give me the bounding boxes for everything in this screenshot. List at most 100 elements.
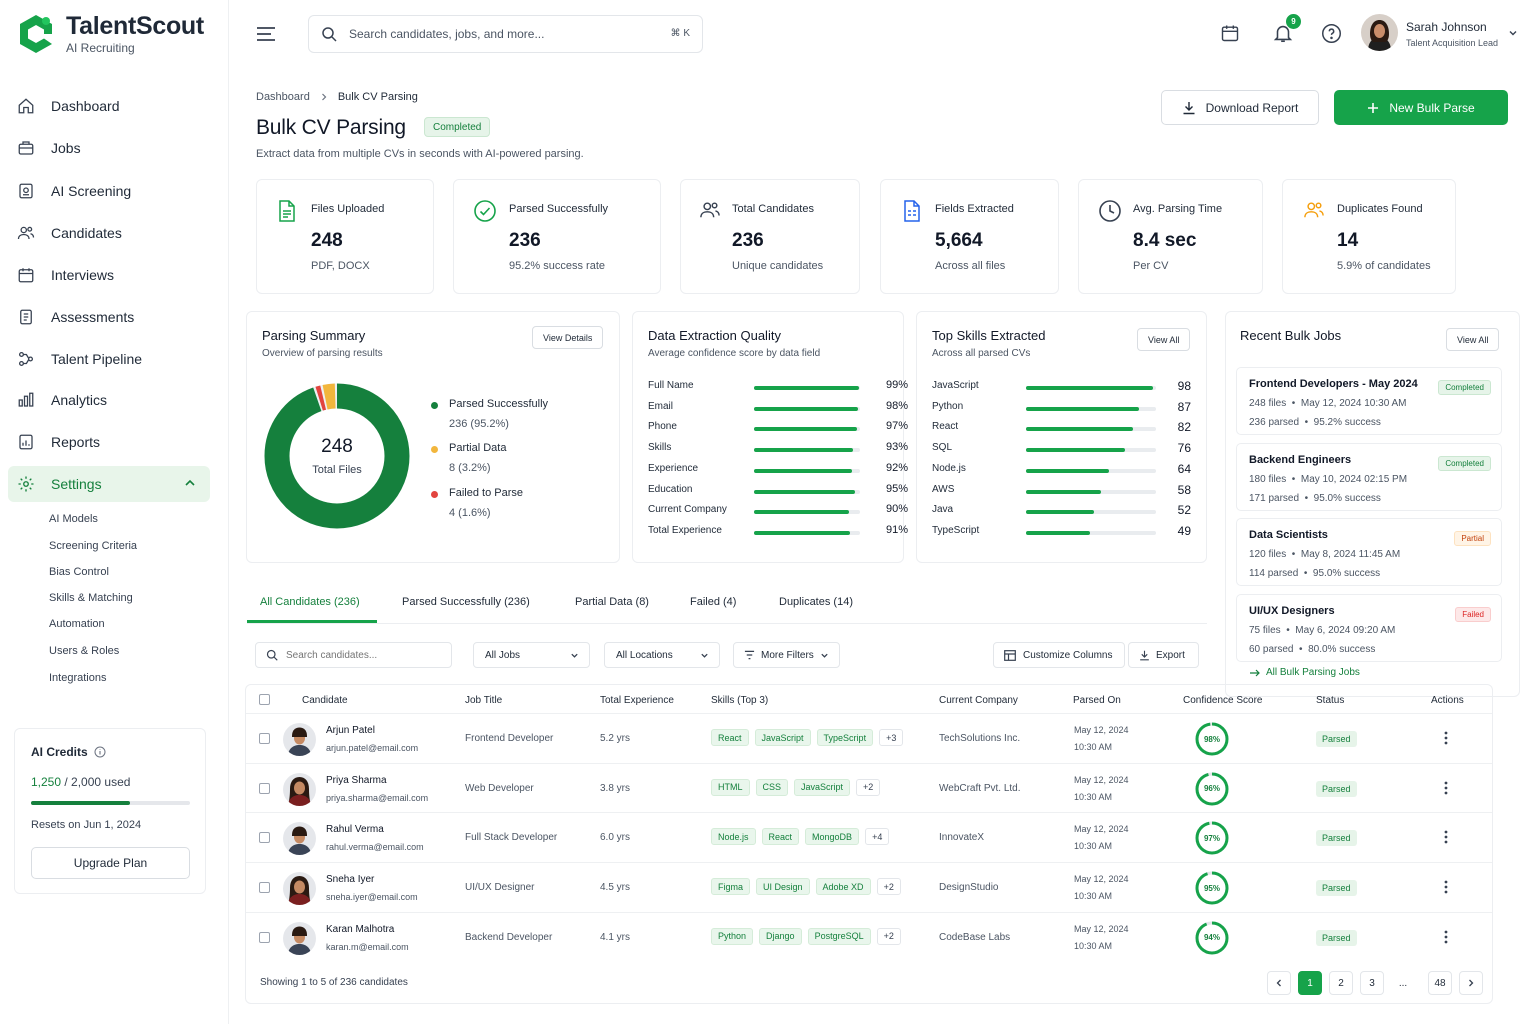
all-bulk-parsing-jobs-link[interactable]: All Bulk Parsing Jobs bbox=[1250, 667, 1360, 678]
column-header-skills[interactable]: Skills (Top 3) bbox=[711, 695, 769, 706]
recent-job-card[interactable]: Backend Engineers Completed 180 files • Ma… bbox=[1236, 442, 1502, 511]
chevron-down-icon[interactable] bbox=[1508, 28, 1518, 38]
row-checkbox[interactable] bbox=[259, 832, 270, 844]
settings-sub-users-roles[interactable]: Users & Roles bbox=[49, 645, 120, 657]
help-icon[interactable] bbox=[1321, 23, 1342, 44]
table-row[interactable]: Rahul Verma rahul.verma@email.com Full Sta… bbox=[246, 812, 1492, 862]
more-actions-icon[interactable] bbox=[1444, 731, 1448, 745]
candidate-name[interactable]: Sneha Iyer bbox=[326, 874, 375, 886]
more-skills-chip[interactable]: +4 bbox=[865, 828, 890, 846]
stat-sub: 5.9% of candidates bbox=[1337, 260, 1431, 272]
parsed-time: 10:30 AM bbox=[1074, 891, 1113, 902]
customize-columns-button[interactable]: Customize Columns bbox=[993, 642, 1125, 668]
more-actions-icon[interactable] bbox=[1444, 781, 1448, 795]
settings-sub-screening-criteria[interactable]: Screening Criteria bbox=[49, 540, 138, 552]
download-report-button[interactable]: Download Report bbox=[1161, 90, 1319, 125]
sidebar-item-talent-pipeline[interactable]: Talent Pipeline bbox=[8, 341, 210, 377]
more-skills-chip[interactable]: +3 bbox=[879, 729, 904, 746]
candidate-name[interactable]: Karan Malhotra bbox=[326, 923, 395, 935]
column-header-parsed-on[interactable]: Parsed On bbox=[1073, 695, 1121, 706]
breadcrumb-dashboard[interactable]: Dashboard bbox=[256, 91, 310, 103]
upgrade-plan-button[interactable]: Upgrade Plan bbox=[31, 847, 190, 879]
column-header-candidate[interactable]: Candidate bbox=[302, 695, 348, 706]
settings-sub-bias-control[interactable]: Bias Control bbox=[49, 566, 109, 578]
table-row[interactable]: Priya Sharma priya.sharma@email.com Web De… bbox=[246, 762, 1492, 813]
row-checkbox[interactable] bbox=[259, 733, 270, 744]
search-icon bbox=[266, 649, 278, 661]
more-skills-chip[interactable]: +2 bbox=[876, 927, 901, 945]
settings-sub-ai-models[interactable]: AI Models bbox=[49, 513, 98, 525]
column-header-current-company[interactable]: Current Company bbox=[939, 695, 1018, 706]
skill-bar-fill bbox=[1026, 489, 1102, 494]
tab-failed[interactable]: Failed (4) bbox=[690, 596, 737, 608]
donut-segment-parsed[interactable] bbox=[264, 383, 410, 529]
sidebar-item-jobs[interactable]: Jobs bbox=[8, 130, 210, 166]
tab-duplicates[interactable]: Duplicates (14) bbox=[779, 596, 853, 608]
column-header-total-experience[interactable]: Total Experience bbox=[600, 695, 674, 706]
recent-job-card[interactable]: Data Scientists Partial 120 files • May 8,… bbox=[1236, 518, 1502, 586]
global-search-input[interactable] bbox=[349, 27, 649, 41]
row-checkbox[interactable] bbox=[259, 931, 270, 943]
sidebar-item-ai-screening[interactable]: AI Screening bbox=[8, 173, 210, 209]
select-all-checkbox[interactable] bbox=[259, 694, 270, 705]
table-row[interactable]: Arjun Patel arjun.patel@email.com Frontend… bbox=[246, 713, 1492, 763]
settings-sub-skills-matching[interactable]: Skills & Matching bbox=[49, 592, 133, 604]
chevron-left-icon[interactable] bbox=[1267, 971, 1291, 995]
app-logo[interactable]: TalentScout AI Recruiting bbox=[16, 12, 204, 55]
more-skills-chip[interactable]: +2 bbox=[856, 778, 881, 796]
more-filters-button[interactable]: More Filters bbox=[733, 642, 840, 668]
candidate-name[interactable]: Priya Sharma bbox=[326, 774, 387, 786]
table-row[interactable]: Sneha Iyer sneha.iyer@email.com UI/UX Desi… bbox=[246, 862, 1492, 912]
sidebar-item-settings[interactable]: Settings bbox=[8, 466, 210, 502]
jobs-filter-dropdown[interactable]: All Jobs bbox=[473, 642, 590, 668]
column-header-confidence-score[interactable]: Confidence Score bbox=[1183, 695, 1263, 706]
table-row[interactable]: Karan Malhotra karan.m@email.com Backend D… bbox=[246, 911, 1492, 962]
candidate-name[interactable]: Rahul Verma bbox=[326, 824, 384, 836]
export-button[interactable]: Export bbox=[1128, 642, 1199, 668]
legend-dot bbox=[431, 402, 438, 409]
settings-sub-integrations[interactable]: Integrations bbox=[49, 672, 107, 684]
recent-job-card[interactable]: Frontend Developers - May 2024 Completed 2… bbox=[1236, 367, 1502, 435]
view-details-button[interactable]: View Details bbox=[532, 326, 604, 349]
pagination-page[interactable]: 2 bbox=[1329, 971, 1353, 995]
chevron-right-icon[interactable] bbox=[1459, 971, 1483, 995]
user-name[interactable]: Sarah Johnson bbox=[1406, 20, 1487, 34]
info-icon[interactable] bbox=[94, 746, 106, 758]
more-actions-icon[interactable] bbox=[1444, 830, 1448, 844]
menu-toggle-icon[interactable] bbox=[256, 26, 276, 42]
new-bulk-parse-button[interactable]: New Bulk Parse bbox=[1334, 90, 1508, 125]
candidate-search[interactable] bbox=[255, 642, 452, 668]
column-header-job-title[interactable]: Job Title bbox=[465, 695, 503, 706]
more-actions-icon[interactable] bbox=[1444, 930, 1448, 944]
more-skills-chip[interactable]: +2 bbox=[876, 878, 901, 896]
more-actions-icon[interactable] bbox=[1444, 880, 1448, 894]
pagination-page[interactable]: 48 bbox=[1428, 971, 1452, 995]
locations-filter-dropdown[interactable]: All Locations bbox=[604, 642, 720, 668]
candidate-name[interactable]: Arjun Patel bbox=[326, 725, 375, 736]
sidebar-item-reports[interactable]: Reports bbox=[8, 424, 210, 460]
pagination-page[interactable]: 1 bbox=[1298, 971, 1322, 995]
user-avatar[interactable] bbox=[1361, 14, 1398, 51]
sidebar-item-candidates[interactable]: Candidates bbox=[8, 215, 210, 251]
candidate-search-input[interactable] bbox=[286, 649, 436, 661]
recent-job-card[interactable]: UI/UX Designers Failed 75 files • May 6, 2… bbox=[1236, 593, 1502, 662]
sidebar-item-dashboard[interactable]: Dashboard bbox=[8, 88, 210, 124]
view-all-jobs-button[interactable]: View All bbox=[1446, 328, 1500, 351]
notifications-bell-icon[interactable]: 9 bbox=[1272, 14, 1301, 44]
quality-bar-track bbox=[754, 386, 860, 390]
column-header-status[interactable]: Status bbox=[1316, 695, 1345, 706]
tab-partial-data[interactable]: Partial Data (8) bbox=[575, 596, 649, 608]
sidebar-item-analytics[interactable]: Analytics bbox=[8, 382, 210, 418]
tab-all-candidates[interactable]: All Candidates (236) bbox=[260, 596, 360, 608]
global-search[interactable]: ⌘ K bbox=[308, 15, 703, 53]
sidebar-item-interviews[interactable]: Interviews bbox=[8, 257, 210, 293]
view-all-skills-button[interactable]: View All bbox=[1137, 328, 1191, 351]
sidebar-item-assessments[interactable]: Assessments bbox=[8, 299, 210, 335]
chevron-up-icon[interactable] bbox=[184, 477, 196, 489]
settings-sub-automation[interactable]: Automation bbox=[49, 618, 105, 630]
calendar-icon[interactable] bbox=[1220, 23, 1240, 43]
row-checkbox[interactable] bbox=[259, 882, 270, 894]
pagination-page[interactable]: 3 bbox=[1360, 971, 1384, 995]
row-checkbox[interactable] bbox=[259, 782, 270, 794]
tab-parsed-successfully[interactable]: Parsed Successfully (236) bbox=[402, 596, 530, 608]
